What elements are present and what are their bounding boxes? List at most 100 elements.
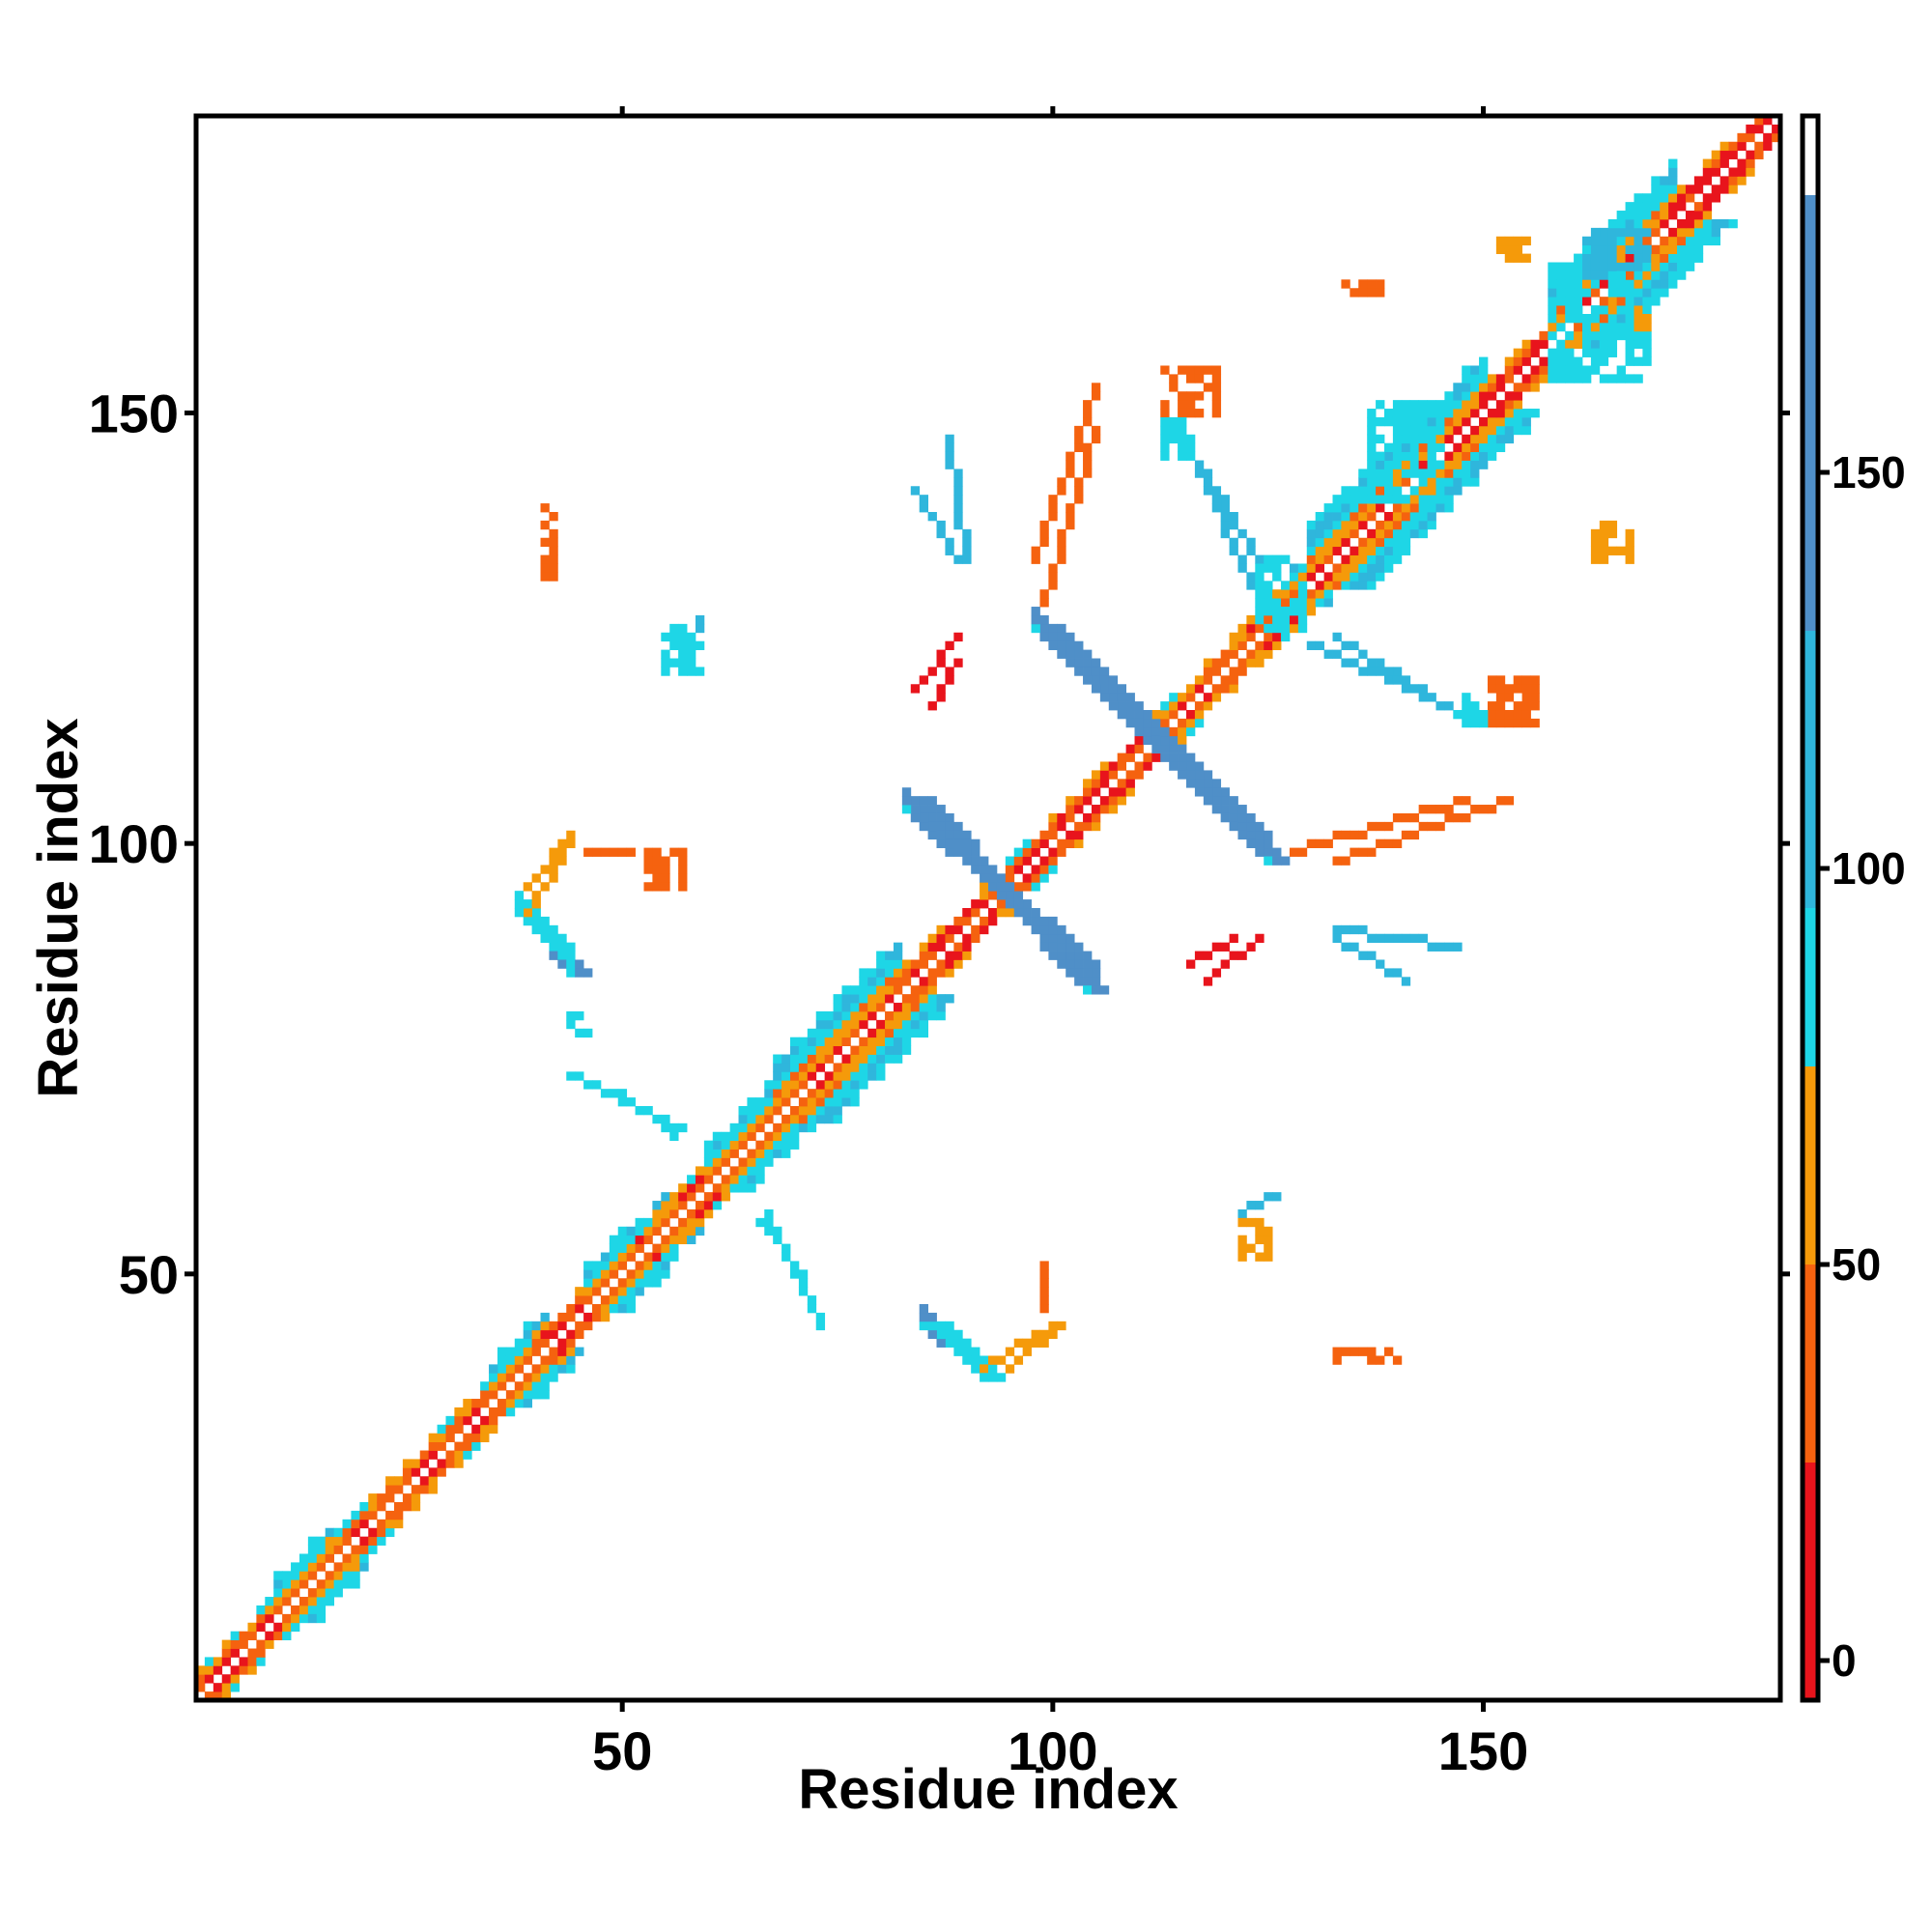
- heatmap-cell: [1255, 640, 1264, 651]
- heatmap-cell: [1332, 1347, 1342, 1356]
- heatmap-cell: [531, 1338, 541, 1348]
- heatmap-cell: [678, 632, 688, 642]
- heatmap-cell: [893, 1019, 903, 1030]
- heatmap-cell: [1651, 185, 1661, 194]
- heatmap-cell: [1367, 279, 1377, 289]
- heatmap-cell: [557, 856, 567, 866]
- heatmap-cell: [910, 968, 921, 978]
- heatmap-cell: [901, 959, 912, 969]
- heatmap-cell: [807, 1106, 817, 1116]
- heatmap-cell: [1091, 959, 1101, 969]
- heatmap-cell: [1702, 167, 1713, 177]
- heatmap-cell: [1651, 202, 1661, 212]
- heatmap-cell: [1392, 495, 1403, 504]
- heatmap-cell: [687, 667, 696, 676]
- heatmap-cell: [549, 1329, 558, 1340]
- heatmap-cell: [1323, 503, 1333, 513]
- x-tick-label: 100: [1008, 1720, 1097, 1781]
- heatmap-cell: [790, 1122, 800, 1133]
- heatmap-cell: [1039, 623, 1049, 634]
- heatmap-cell: [1341, 658, 1350, 668]
- heatmap-cell: [850, 985, 860, 995]
- heatmap-cell: [1470, 469, 1480, 478]
- heatmap-cell: [1220, 805, 1230, 814]
- heatmap-cell: [1599, 262, 1609, 271]
- heatmap-cell: [592, 1261, 602, 1270]
- heatmap-cell: [1151, 753, 1161, 762]
- heatmap-cell: [617, 1287, 628, 1296]
- heatmap-cell: [1203, 469, 1213, 478]
- heatmap-cell: [273, 1597, 283, 1606]
- heatmap-cell: [661, 1192, 670, 1202]
- heatmap-cell: [523, 1321, 533, 1331]
- heatmap-cell: [1358, 520, 1368, 530]
- heatmap-cell: [1099, 761, 1110, 771]
- heatmap-cell: [1211, 787, 1222, 797]
- heatmap-cell: [1590, 244, 1601, 255]
- heatmap-cell: [1350, 830, 1359, 840]
- heatmap-cell: [1642, 279, 1652, 289]
- heatmap-cell: [1444, 495, 1454, 504]
- heatmap-cell: [1057, 554, 1066, 564]
- heatmap-cell: [1668, 202, 1678, 212]
- heatmap-cell: [945, 451, 954, 461]
- heatmap-cell: [1521, 374, 1531, 384]
- heatmap-cell: [1565, 330, 1575, 341]
- heatmap-cell: [1548, 288, 1557, 298]
- heatmap-cell: [1220, 512, 1230, 522]
- heatmap-cell: [514, 1399, 525, 1408]
- heatmap-cell: [885, 951, 895, 960]
- heatmap-cell: [1607, 528, 1618, 539]
- heatmap-cell: [652, 847, 662, 857]
- heatmap-cell: [764, 1226, 774, 1236]
- heatmap-cell: [945, 933, 954, 944]
- heatmap-cell: [1582, 236, 1592, 246]
- heatmap-cell: [1574, 374, 1583, 384]
- heatmap-cell: [850, 1019, 860, 1030]
- heatmap-cell: [953, 830, 963, 840]
- heatmap-cell: [901, 968, 912, 978]
- heatmap-cell: [1634, 270, 1643, 280]
- heatmap-cell: [256, 1605, 266, 1615]
- heatmap-cell: [540, 1364, 550, 1374]
- heatmap-cell: [1702, 158, 1713, 168]
- heatmap-cell: [1151, 726, 1161, 737]
- heatmap-cell: [359, 1502, 369, 1512]
- heatmap-cell: [1074, 796, 1084, 806]
- heatmap-cell: [1530, 701, 1540, 711]
- heatmap-cell: [1246, 581, 1256, 590]
- heatmap-cell: [687, 1183, 696, 1193]
- heatmap-cell: [1599, 253, 1609, 263]
- heatmap-cell: [1409, 409, 1420, 418]
- heatmap-cell: [549, 1373, 558, 1382]
- heatmap-cell: [609, 1295, 619, 1305]
- heatmap-cell: [325, 1545, 335, 1554]
- heatmap-cell: [1685, 236, 1695, 246]
- heatmap-cell: [1203, 796, 1213, 806]
- heatmap-cell: [807, 1089, 817, 1098]
- y-tick-label: 100: [89, 813, 179, 874]
- heatmap-cell: [1022, 1338, 1032, 1348]
- heatmap-cell: [1048, 942, 1058, 952]
- heatmap-cell: [1582, 253, 1592, 263]
- heatmap-cell: [876, 977, 886, 986]
- heatmap-cell: [1272, 847, 1282, 857]
- heatmap-cell: [1031, 865, 1040, 874]
- heatmap-cell: [1091, 812, 1101, 823]
- heatmap-cell: [557, 1347, 567, 1356]
- heatmap-cell: [1642, 211, 1652, 220]
- heatmap-cell: [1444, 503, 1454, 513]
- heatmap-cell: [575, 1287, 584, 1296]
- heatmap-cell: [1427, 409, 1436, 418]
- heatmap-cell: [514, 891, 525, 900]
- heatmap-cell: [919, 1028, 929, 1038]
- heatmap-cell: [635, 1278, 644, 1288]
- heatmap-cell: [712, 1157, 723, 1167]
- heatmap-cell: [549, 563, 558, 573]
- heatmap-cell: [1616, 270, 1626, 280]
- heatmap-cell: [703, 1140, 714, 1150]
- heatmap-cell: [1039, 830, 1049, 840]
- heatmap-cell: [549, 1321, 558, 1331]
- heatmap-cell: [1401, 477, 1411, 487]
- heatmap-cell: [988, 1355, 998, 1365]
